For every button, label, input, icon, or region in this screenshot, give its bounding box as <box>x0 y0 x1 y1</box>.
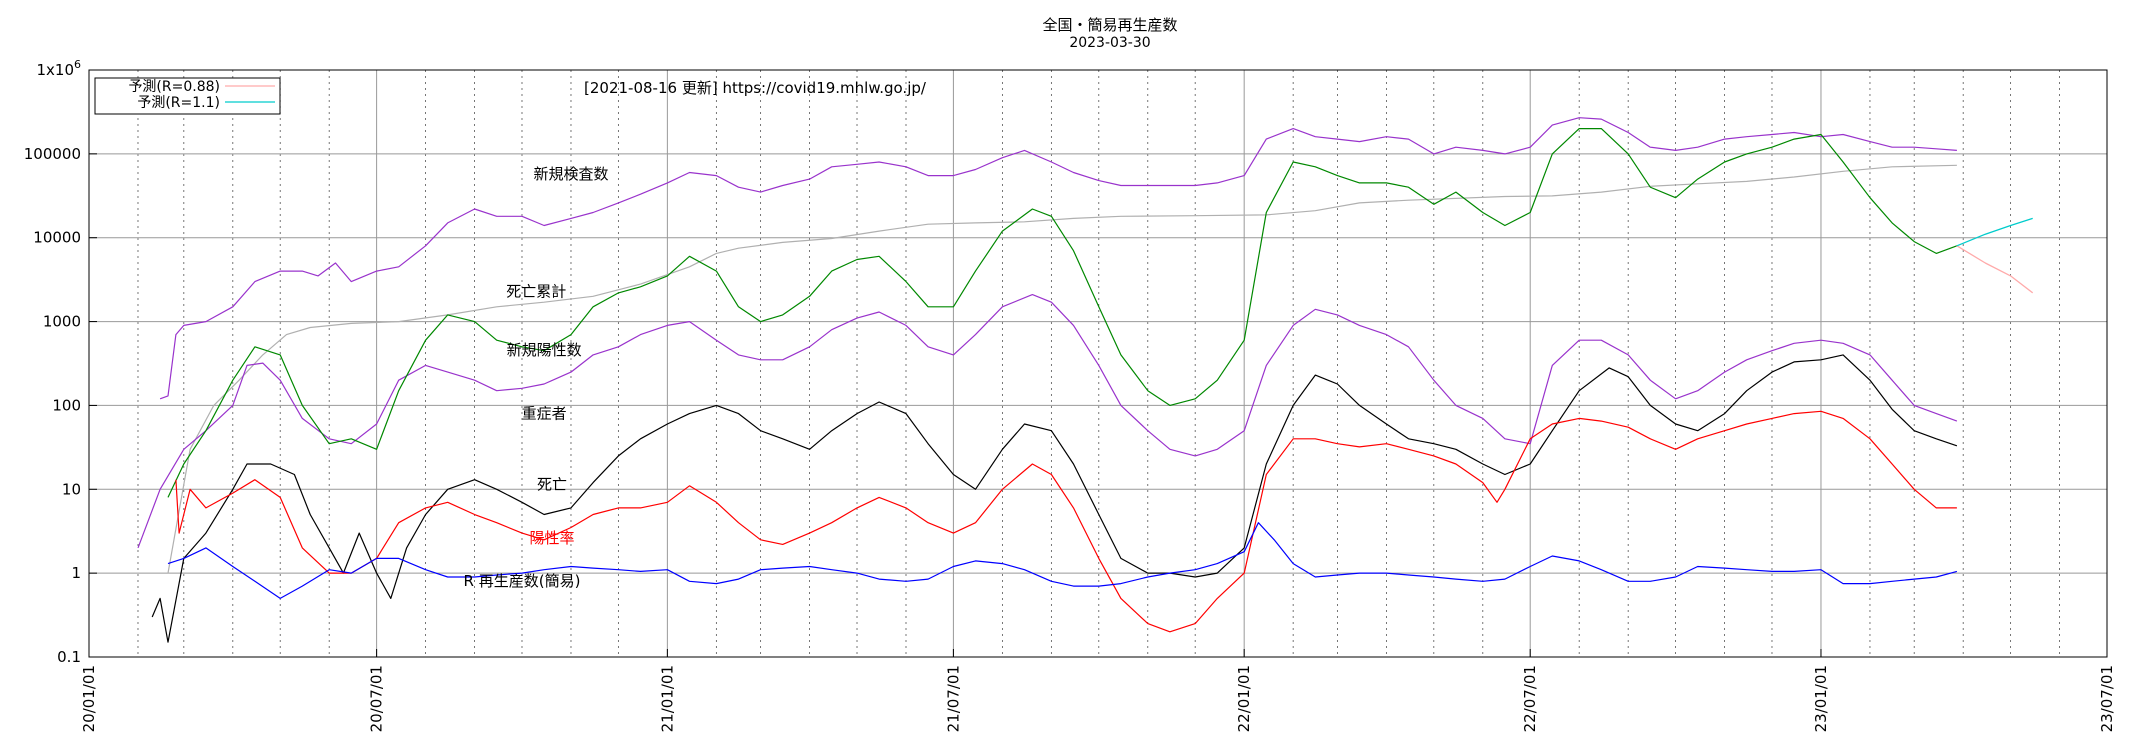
x-tick-label: 23/07/01 <box>2098 665 2116 732</box>
y-tick-label: 100 <box>52 396 81 414</box>
y-tick-label-exponent: 6 <box>74 58 81 71</box>
grid-layer <box>88 70 2108 657</box>
x-tick-label: 20/07/01 <box>368 665 386 732</box>
chart-subtitle: 2023-03-30 <box>1069 35 1150 51</box>
x-tick-label: 23/01/01 <box>1812 665 1830 732</box>
x-tick-label: 21/07/01 <box>944 665 962 732</box>
series-line-6 <box>167 522 1958 600</box>
series-line-1 <box>167 164 1957 574</box>
y-tick-label: 1000 <box>43 313 81 331</box>
series-line-2 <box>137 294 1958 549</box>
series-line-5 <box>175 410 1957 633</box>
series-line-0 <box>159 117 1957 400</box>
series-label-0: 新規検査数 <box>533 165 608 183</box>
series-label-3: 重症者 <box>522 404 567 422</box>
series-label-2: 新規陽性数 <box>507 341 582 359</box>
x-tick-label: 20/01/01 <box>80 665 98 732</box>
series-layer <box>137 117 2034 643</box>
series-label-5: 陽性率 <box>530 529 575 547</box>
series-label-6: R 再生産数(簡易) <box>464 572 581 590</box>
y-tick-label: 1x106 <box>36 58 81 79</box>
chart-title: 全国・簡易再生産数 <box>1042 16 1177 34</box>
plot-frame <box>88 69 2108 658</box>
series-label-4: 死亡 <box>537 475 567 493</box>
y-tick-label: 0.1 <box>57 648 81 666</box>
y-tick-label: 10 <box>62 480 81 498</box>
series-line-7 <box>1956 245 2034 294</box>
legend-items: 予測(R=0.88)予測(R=1.1) <box>128 79 275 111</box>
y-tick-label: 1 <box>71 564 81 582</box>
series-label-1: 死亡累計 <box>506 282 566 300</box>
y-tick-label: 100000 <box>24 145 81 163</box>
legend-box <box>94 77 281 115</box>
legend-label-0: 予測(R=0.88) <box>128 79 220 95</box>
chart-note: [2021-08-16 更新] https://covid19.mhlw.go.… <box>584 79 927 97</box>
legend-label-1: 予測(R=1.1) <box>137 95 220 111</box>
series-line-8 <box>1956 217 2033 247</box>
y-tick-label: 10000 <box>33 229 81 247</box>
x-tick-label: 22/07/01 <box>1521 665 1539 732</box>
series-line-3 <box>151 354 1958 643</box>
x-tick-label: 21/01/01 <box>658 665 676 732</box>
legend: 予測(R=0.88)予測(R=1.1) <box>94 77 281 115</box>
x-tick-label: 22/01/01 <box>1235 665 1253 732</box>
series-line-4 <box>167 128 1958 498</box>
axis-layer: 0.1 1 10 100 1000 10000 100000 1x106 20/01/01 20/… <box>24 58 2116 732</box>
